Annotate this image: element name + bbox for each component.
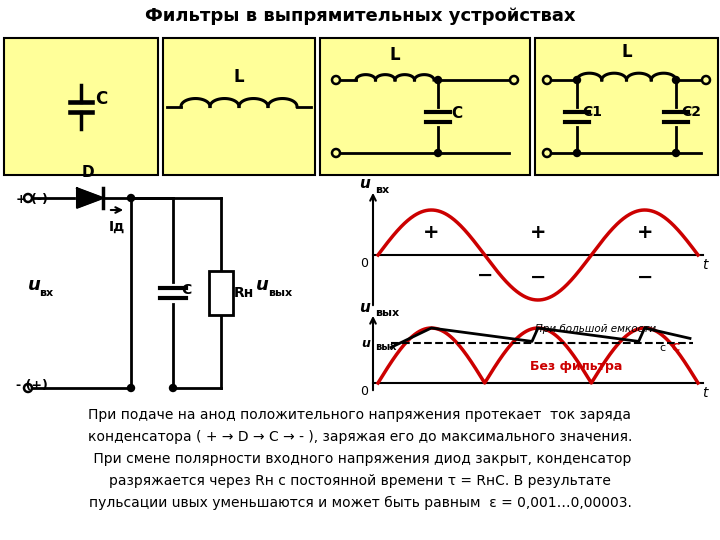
Text: При большой емкости: При большой емкости	[535, 325, 656, 334]
Text: t: t	[702, 258, 708, 272]
Text: C: C	[672, 343, 680, 353]
Text: −: −	[636, 267, 653, 287]
Text: вых: вых	[375, 308, 399, 318]
Circle shape	[574, 77, 580, 84]
Text: 0: 0	[360, 257, 368, 270]
Text: конденсатора ( + → D → C → - ), заряжая его до максимального значения.: конденсатора ( + → D → C → - ), заряжая …	[88, 430, 632, 444]
Bar	[535, 38, 718, 175]
Polygon shape	[77, 188, 103, 208]
Text: +: +	[423, 224, 440, 242]
Text: + (-): + (-)	[16, 193, 48, 206]
Text: −: −	[530, 267, 546, 287]
Text: Rн: Rн	[234, 286, 254, 300]
Text: вх: вх	[39, 288, 53, 298]
Text: D: D	[81, 165, 94, 180]
Text: C1: C1	[582, 105, 602, 118]
Text: u: u	[359, 177, 370, 192]
Text: с: с	[660, 343, 670, 353]
Circle shape	[127, 384, 135, 391]
Bar	[209, 271, 233, 315]
Bar	[320, 38, 530, 175]
Text: −: −	[477, 266, 493, 285]
Circle shape	[574, 150, 580, 157]
Text: L: L	[390, 46, 400, 64]
Circle shape	[672, 77, 680, 84]
Circle shape	[434, 77, 441, 84]
Text: вх: вх	[375, 185, 389, 195]
Text: +: +	[530, 224, 546, 242]
Bar	[163, 38, 315, 175]
Text: u: u	[28, 276, 41, 294]
Bar	[4, 38, 158, 175]
Text: L: L	[621, 43, 632, 62]
Circle shape	[169, 384, 176, 391]
Text: Фильтры в выпрямительных устройствах: Фильтры в выпрямительных устройствах	[145, 7, 575, 25]
Text: При смене полярности входного напряжения диод закрыт, конденсатор: При смене полярности входного напряжения…	[89, 452, 631, 466]
Circle shape	[434, 150, 441, 157]
Text: пульсации uвых уменьшаются и может быть равным  ε = 0,001…0,00003.: пульсации uвых уменьшаются и может быть …	[89, 496, 631, 510]
Text: C2: C2	[681, 105, 701, 118]
Text: Iд: Iд	[109, 220, 125, 234]
Text: C: C	[451, 106, 462, 121]
Text: При подаче на анод положительного напряжения протекает  ток заряда: При подаче на анод положительного напряж…	[89, 408, 631, 422]
Text: +: +	[636, 224, 653, 242]
Text: u: u	[256, 276, 269, 294]
Text: вых: вых	[375, 342, 397, 353]
Text: u: u	[361, 337, 370, 350]
Text: - (+): - (+)	[16, 380, 48, 393]
Text: C: C	[95, 90, 107, 107]
Text: разряжается через Rн с постоянной времени τ = RнC. В результате: разряжается через Rн с постоянной времен…	[109, 474, 611, 488]
Text: Без фильтра: Без фильтра	[530, 360, 622, 373]
Circle shape	[127, 194, 135, 201]
Text: 0: 0	[360, 385, 368, 398]
Text: вых: вых	[268, 288, 292, 298]
Circle shape	[672, 150, 680, 157]
Text: t: t	[702, 386, 708, 400]
Text: u: u	[359, 300, 370, 314]
Text: C: C	[181, 283, 192, 297]
Text: L: L	[234, 68, 244, 85]
